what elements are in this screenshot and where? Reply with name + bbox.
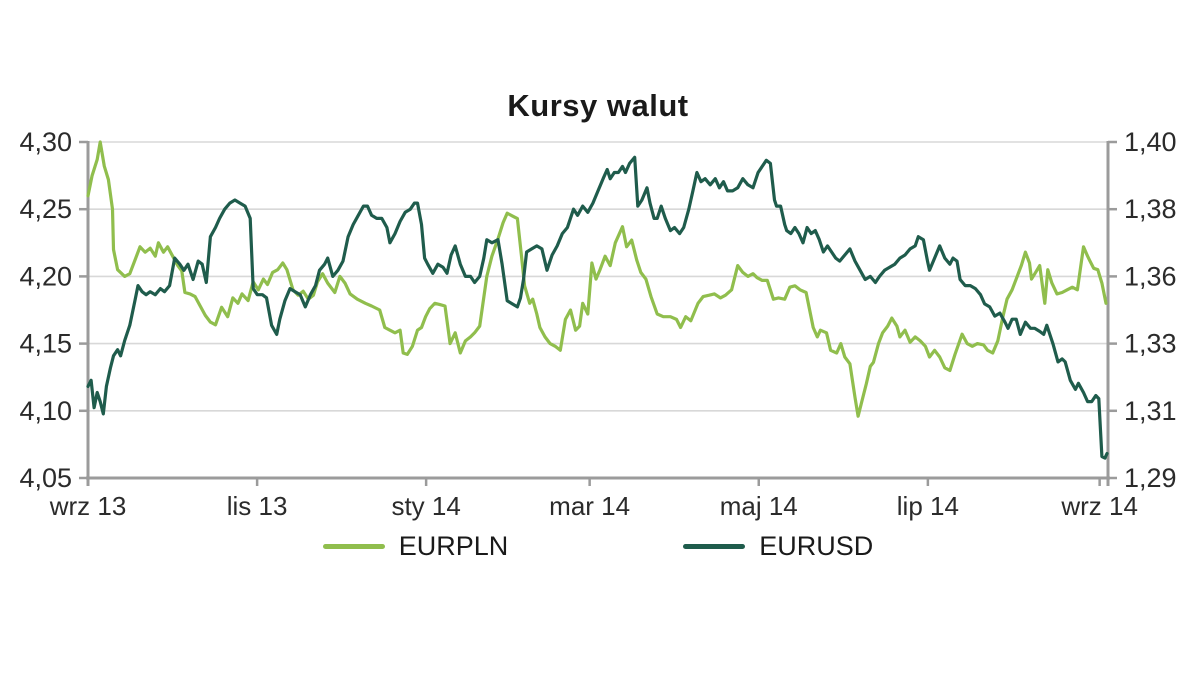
y-right-tick-label: 1,40 [1124, 127, 1177, 157]
legend-swatch-eurpln [322, 544, 385, 549]
legend-swatch-eurusd [683, 544, 746, 549]
y-right-tick-label: 1,29 [1124, 463, 1177, 493]
y-left-tick-label: 4,30 [19, 127, 72, 157]
y-left-tick-label: 4,25 [19, 194, 72, 224]
legend-item-eurusd: EURUSD [683, 531, 873, 562]
x-tick-label: lip 14 [897, 491, 959, 521]
y-left-tick-label: 4,15 [19, 329, 72, 359]
legend-item-eurpln: EURPLN [322, 531, 509, 562]
x-tick-label: maj 14 [720, 491, 798, 521]
x-tick-label: wrz 13 [49, 491, 127, 521]
chart-title: Kursy walut [507, 88, 689, 123]
legend-label-eurusd: EURUSD [759, 531, 874, 561]
series-eurpln-line [86, 140, 1108, 418]
y-left-tick-label: 4,05 [19, 463, 72, 493]
y-right-tick-label: 1,31 [1124, 396, 1177, 426]
y-right-tick-label: 1,33 [1124, 329, 1177, 359]
y-left-tick-label: 4,20 [19, 261, 72, 291]
x-tick-label: lis 13 [227, 491, 288, 521]
legend-label-eurpln: EURPLN [398, 531, 509, 561]
y-right-tick-label: 1,38 [1124, 194, 1177, 224]
y-right-tick-label: 1,36 [1124, 261, 1177, 291]
series-eurusd-line [86, 155, 1109, 460]
legend: EURPLN EURUSD [88, 531, 1108, 562]
y-left-tick-label: 4,10 [19, 396, 72, 426]
x-tick-label: mar 14 [549, 491, 630, 521]
x-tick-label: sty 14 [391, 491, 460, 521]
x-tick-label: wrz 14 [1060, 491, 1138, 521]
